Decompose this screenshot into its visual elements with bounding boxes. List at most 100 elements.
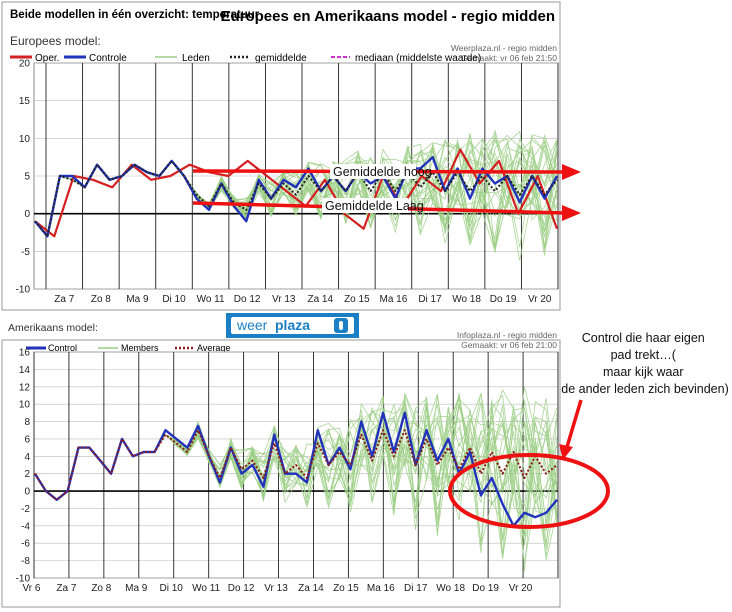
y-tick-label: 5 bbox=[24, 172, 30, 183]
eu-legend: Oper. Controle Leden gemiddelde mediaan … bbox=[10, 53, 481, 64]
right-header-title: Europees en Amerikaans model - regio mid… bbox=[220, 8, 555, 25]
y-tick-label: 0 bbox=[24, 209, 30, 220]
x-tick-label: Do 19 bbox=[490, 294, 517, 305]
highlight-ellipse bbox=[448, 453, 610, 529]
x-tick-label: Vr 20 bbox=[528, 294, 552, 305]
x-tick-label: Za 7 bbox=[54, 294, 74, 305]
x-tick-label: Za 14 bbox=[307, 294, 333, 305]
eu-axis: -10 -5 0 5 10 15 20 Za 7 Zo 8 Ma 9 Di 10 Wo 11 Do 12… bbox=[16, 59, 552, 306]
us-made: Gemaakt: vr 06 feb 21:00 bbox=[461, 340, 557, 350]
control-note-line-2: pad trekt…( bbox=[611, 348, 677, 362]
y-tick-label: 10 bbox=[19, 134, 31, 145]
eu-legend-controle: Controle bbox=[89, 53, 127, 64]
y-tick-label: 8 bbox=[24, 417, 30, 428]
us-legend: Control Members Average bbox=[26, 343, 230, 353]
x-tick-label: Zo 8 bbox=[91, 294, 111, 305]
y-tick-label: 6 bbox=[24, 434, 30, 445]
controle-line bbox=[34, 155, 559, 238]
us-panel-title: Amerikaans model: bbox=[8, 322, 98, 334]
gemiddelde-line bbox=[34, 159, 558, 238]
y-tick-label: 20 bbox=[19, 59, 31, 70]
y-tick-label: 15 bbox=[19, 96, 31, 107]
us-series bbox=[33, 411, 558, 527]
x-tick-label: Di 17 bbox=[418, 294, 442, 305]
control-note-line-4: de ander leden zich bevinden) bbox=[561, 382, 728, 396]
thermometer-icon-glyph bbox=[339, 321, 343, 330]
y-tick-label: -2 bbox=[21, 504, 30, 515]
x-tick-label: Ma 16 bbox=[380, 294, 408, 305]
y-tick-label: 0 bbox=[24, 487, 30, 498]
y-tick-label: 2 bbox=[24, 469, 30, 480]
y-tick-label: 12 bbox=[19, 382, 31, 393]
logo-text-b: plaza bbox=[275, 317, 310, 333]
eu-legend-gemiddelde: gemiddelde bbox=[255, 53, 307, 64]
us-legend-members: Members bbox=[121, 343, 159, 353]
control-note: Control die haar eigen pad trekt…( maar … bbox=[561, 331, 728, 396]
arrow-low-head bbox=[562, 205, 581, 221]
x-tick-label: Ma 16 bbox=[367, 583, 395, 594]
eu-grid bbox=[33, 62, 559, 290]
logo-inner bbox=[231, 317, 354, 334]
eu-made: Gemaakt: vr 06 feb 21:50 bbox=[461, 53, 557, 63]
x-tick-label: Di 10 bbox=[160, 583, 184, 594]
label-high-bg bbox=[330, 164, 416, 179]
annotations: Gemiddelde hoog Gemiddelde Laag Control … bbox=[192, 164, 729, 529]
x-tick-label: Ma 9 bbox=[126, 294, 149, 305]
arrow-note-line bbox=[565, 399, 583, 448]
eu-legend-mediaan: mediaan (middelste waarde) bbox=[355, 53, 481, 64]
x-tick-label: Vr 13 bbox=[272, 294, 296, 305]
us-source: Infoplaza.nl - regio midden bbox=[457, 330, 557, 340]
x-tick-label: Di 10 bbox=[162, 294, 186, 305]
eu-series bbox=[34, 148, 559, 238]
x-tick-label: Zo 8 bbox=[91, 583, 111, 594]
y-tick-label: 4 bbox=[24, 452, 30, 463]
y-tick-label: 16 bbox=[19, 348, 31, 359]
eu-panel-title: Europees model: bbox=[10, 34, 101, 48]
x-tick-label: Zo 15 bbox=[344, 294, 370, 305]
us-panel-frame bbox=[1, 339, 561, 608]
x-tick-label: Do 12 bbox=[228, 583, 255, 594]
x-tick-label: Di 17 bbox=[404, 583, 428, 594]
average-line bbox=[34, 429, 558, 501]
x-tick-label: Wo 11 bbox=[197, 294, 225, 305]
left-header-title: Beide modellen in één overzicht: tempera… bbox=[10, 9, 260, 21]
us-legend-average: Average bbox=[197, 343, 230, 353]
label-low-bg bbox=[322, 198, 408, 213]
arrow-high-head bbox=[562, 164, 581, 180]
us-axis: -10 -8 -6 -4 -2 0 2 4 6 8 10 12 14 16 Vr 6 Za 7 Zo 8 Ma 9… bbox=[16, 348, 533, 595]
x-tick-label: Wo 11 bbox=[192, 583, 220, 594]
logo-text-a: weer bbox=[236, 317, 268, 333]
label-low: Gemiddelde Laag bbox=[325, 199, 424, 213]
y-tick-label: -10 bbox=[16, 574, 31, 585]
y-tick-label: 14 bbox=[19, 365, 31, 376]
x-tick-label: Zo 15 bbox=[333, 583, 359, 594]
x-tick-label: Vr 6 bbox=[22, 583, 40, 594]
y-tick-label: 10 bbox=[19, 400, 31, 411]
label-high: Gemiddelde hoog bbox=[333, 165, 432, 179]
weerplaza-logo: weer plaza bbox=[226, 313, 359, 338]
arrow-note-head bbox=[559, 444, 573, 460]
eu-source: Weerplaza.nl - regio midden bbox=[451, 43, 557, 53]
control-note-line-1: Control die haar eigen bbox=[582, 331, 705, 345]
x-tick-label: Do 12 bbox=[234, 294, 261, 305]
y-tick-label: -5 bbox=[21, 247, 30, 258]
x-tick-label: Wo 18 bbox=[436, 583, 465, 594]
eu-legend-oper: Oper. bbox=[35, 53, 59, 64]
us-legend-control: Control bbox=[48, 343, 77, 353]
x-tick-label: Vr 20 bbox=[509, 583, 533, 594]
eu-legend-leden: Leden bbox=[182, 53, 210, 64]
x-tick-label: Za 7 bbox=[56, 583, 76, 594]
eu-panel-frame bbox=[1, 1, 561, 311]
y-tick-label: -4 bbox=[21, 521, 30, 532]
x-tick-label: Ma 9 bbox=[125, 583, 148, 594]
x-tick-label: Do 19 bbox=[472, 583, 499, 594]
control-note-line-3: maar kijk waar bbox=[603, 365, 684, 379]
y-tick-label: -8 bbox=[21, 556, 30, 567]
y-tick-label: -6 bbox=[21, 539, 30, 550]
x-tick-label: Vr 13 bbox=[264, 583, 288, 594]
y-tick-label: -10 bbox=[16, 285, 31, 296]
control-line bbox=[33, 411, 558, 527]
x-tick-label: Za 14 bbox=[298, 583, 324, 594]
x-tick-label: Wo 18 bbox=[452, 294, 481, 305]
